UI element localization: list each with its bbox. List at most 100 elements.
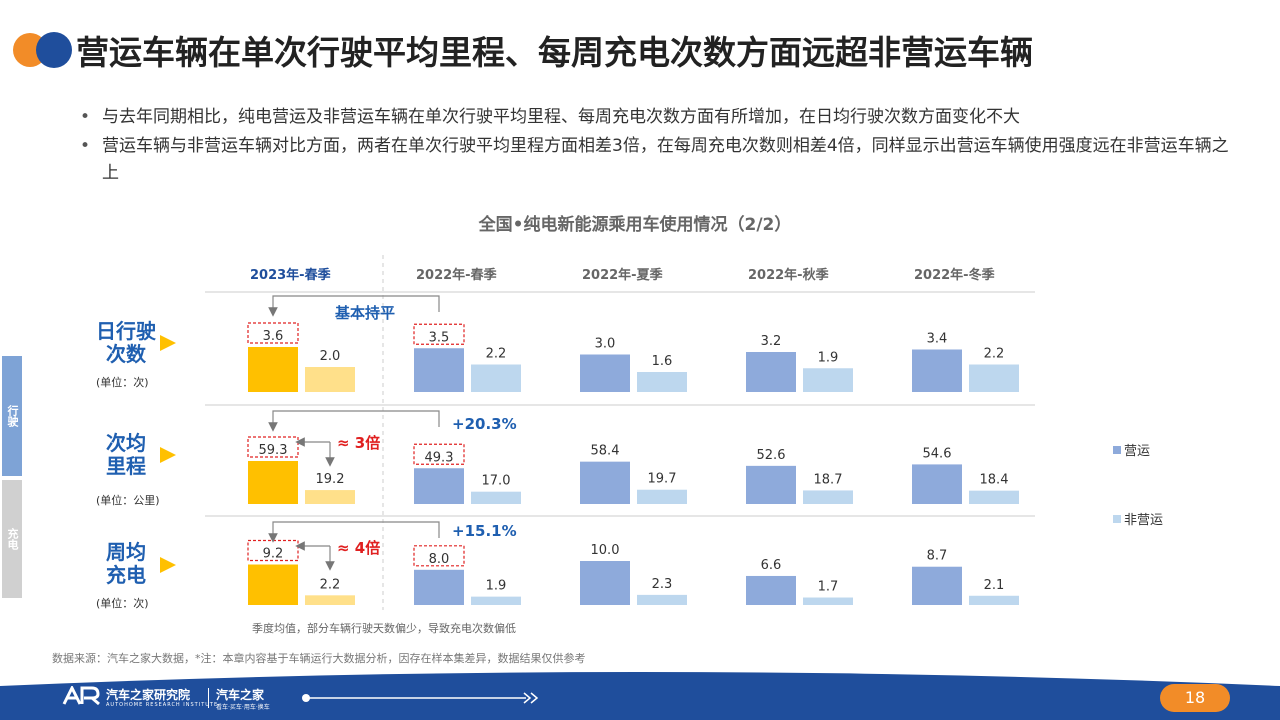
data-label: 2.2 — [984, 347, 1005, 362]
metric-line1: 日行驶 — [96, 319, 156, 343]
bar — [471, 596, 521, 605]
data-label: 2.1 — [984, 578, 1005, 593]
metric-label-avg-mileage: 次均 里程 — [76, 432, 176, 478]
bar — [637, 489, 687, 504]
annotation-charge-growth: +15.1% — [452, 522, 517, 540]
metric-pointer-icon — [160, 557, 176, 573]
data-label: 6.6 — [761, 558, 782, 573]
data-label: 3.5 — [429, 330, 450, 345]
side-tab-drive-label: 行驶 — [6, 405, 19, 427]
legend-label: 非营运 — [1124, 513, 1163, 528]
metric-line2: 充电 — [106, 563, 146, 587]
category-label: 2022年-秋季 — [748, 267, 829, 283]
metric-label-weekly-charge: 周均 充电 — [76, 541, 176, 587]
data-label: 58.4 — [591, 444, 620, 459]
bar — [305, 367, 355, 392]
side-tab-charge: 充电 — [2, 480, 22, 598]
bar — [248, 564, 298, 605]
comparison-connector — [268, 521, 440, 543]
data-label: 54.6 — [923, 446, 952, 461]
category-label: 2022年-春季 — [416, 267, 497, 283]
metric-line1: 周均 — [106, 540, 146, 564]
bar — [803, 368, 853, 392]
metric-line1: 次均 — [106, 431, 146, 455]
legend-swatch — [1113, 446, 1121, 454]
annotation-mileage-growth: +20.3% — [452, 415, 517, 433]
bar — [305, 490, 355, 504]
bar — [969, 364, 1019, 392]
data-label: 3.2 — [761, 334, 782, 349]
metric-label-daily-trips: 日行驶 次数 — [76, 320, 176, 366]
bar — [471, 491, 521, 504]
category-label: 2023年-春季 — [250, 267, 331, 283]
data-label: 3.6 — [263, 329, 284, 344]
legend-label: 营运 — [1124, 444, 1150, 459]
value-highlight-box — [413, 443, 465, 465]
metric-unit: (单位：公里) — [96, 494, 160, 507]
bar — [969, 490, 1019, 504]
data-label: 2.3 — [652, 577, 673, 592]
data-label: 2.2 — [486, 347, 507, 362]
footer-band — [0, 672, 1280, 720]
bar — [248, 461, 298, 504]
bar — [746, 465, 796, 504]
data-label: 10.0 — [591, 543, 620, 558]
value-highlight-box — [413, 323, 465, 345]
page-number: 18 — [1160, 684, 1230, 712]
metric-line2: 里程 — [106, 454, 146, 478]
metric-line2: 次数 — [106, 342, 146, 366]
value-highlight-box — [247, 322, 299, 344]
title-decoration-icon — [13, 32, 72, 68]
data-label: 3.0 — [595, 337, 616, 352]
data-label: 18.4 — [980, 473, 1009, 488]
bar — [414, 348, 464, 392]
data-label: 8.0 — [429, 552, 450, 567]
bar — [912, 566, 962, 605]
comparison-connector — [268, 410, 440, 432]
bar — [580, 354, 630, 392]
metric-unit: (单位：次) — [96, 597, 149, 610]
bar — [637, 372, 687, 392]
data-source: 数据来源：汽车之家大数据，*注：本章内容基于车辆运行大数据分析，因存在样本集差异… — [52, 652, 586, 665]
bar — [580, 461, 630, 504]
data-label: 49.3 — [425, 450, 454, 465]
data-label: 1.9 — [486, 579, 507, 594]
legend-swatch — [1113, 515, 1121, 523]
bar — [305, 595, 355, 605]
data-label: 1.6 — [652, 354, 673, 369]
footer-org: 汽车之家研究院 — [106, 688, 191, 702]
side-tab-charge-label: 充电 — [6, 528, 19, 550]
annotation-flat: 基本持平 — [334, 304, 395, 322]
data-label: 3.4 — [927, 332, 948, 347]
data-label: 18.7 — [814, 472, 843, 487]
data-label: 8.7 — [927, 549, 948, 564]
annotation-mileage-ratio: ≈ 3倍 — [337, 434, 380, 452]
bar — [471, 364, 521, 392]
value-highlight-box — [247, 436, 299, 458]
bar — [414, 468, 464, 504]
category-label: 2022年-夏季 — [582, 267, 663, 283]
data-label: 52.6 — [757, 448, 786, 463]
category-label: 2022年-冬季 — [914, 267, 995, 283]
side-tab-drive: 行驶 — [2, 356, 22, 476]
metric-unit: (单位：次) — [96, 376, 149, 389]
footer-divider — [208, 688, 209, 708]
footer-org-sub: AUTOHOME RESEARCH INSTITUTE — [106, 702, 219, 708]
data-label: 9.2 — [263, 547, 284, 562]
data-label: 1.7 — [818, 580, 839, 595]
bar — [637, 594, 687, 605]
comparison-connector — [268, 295, 440, 317]
footer-brand: 汽车之家 — [216, 688, 265, 702]
bar — [248, 347, 298, 392]
data-label: 19.7 — [648, 472, 677, 487]
data-label: 1.9 — [818, 350, 839, 365]
summary-bullets: 与去年同期相比，纯电营运及非营运车辆在单次行驶平均里程、每周充电次数方面有所增加… — [80, 104, 1240, 189]
annotation-charge-ratio: ≈ 4倍 — [337, 539, 380, 557]
data-label: 2.0 — [320, 349, 341, 364]
chart-title: 全国•纯电新能源乘用车使用情况（2/2） — [478, 215, 792, 235]
metric-pointer-icon — [160, 335, 176, 351]
data-label: 59.3 — [259, 443, 288, 458]
bar — [912, 349, 962, 392]
bullet-item: 与去年同期相比，纯电营运及非营运车辆在单次行驶平均里程、每周充电次数方面有所增加… — [80, 104, 1240, 131]
